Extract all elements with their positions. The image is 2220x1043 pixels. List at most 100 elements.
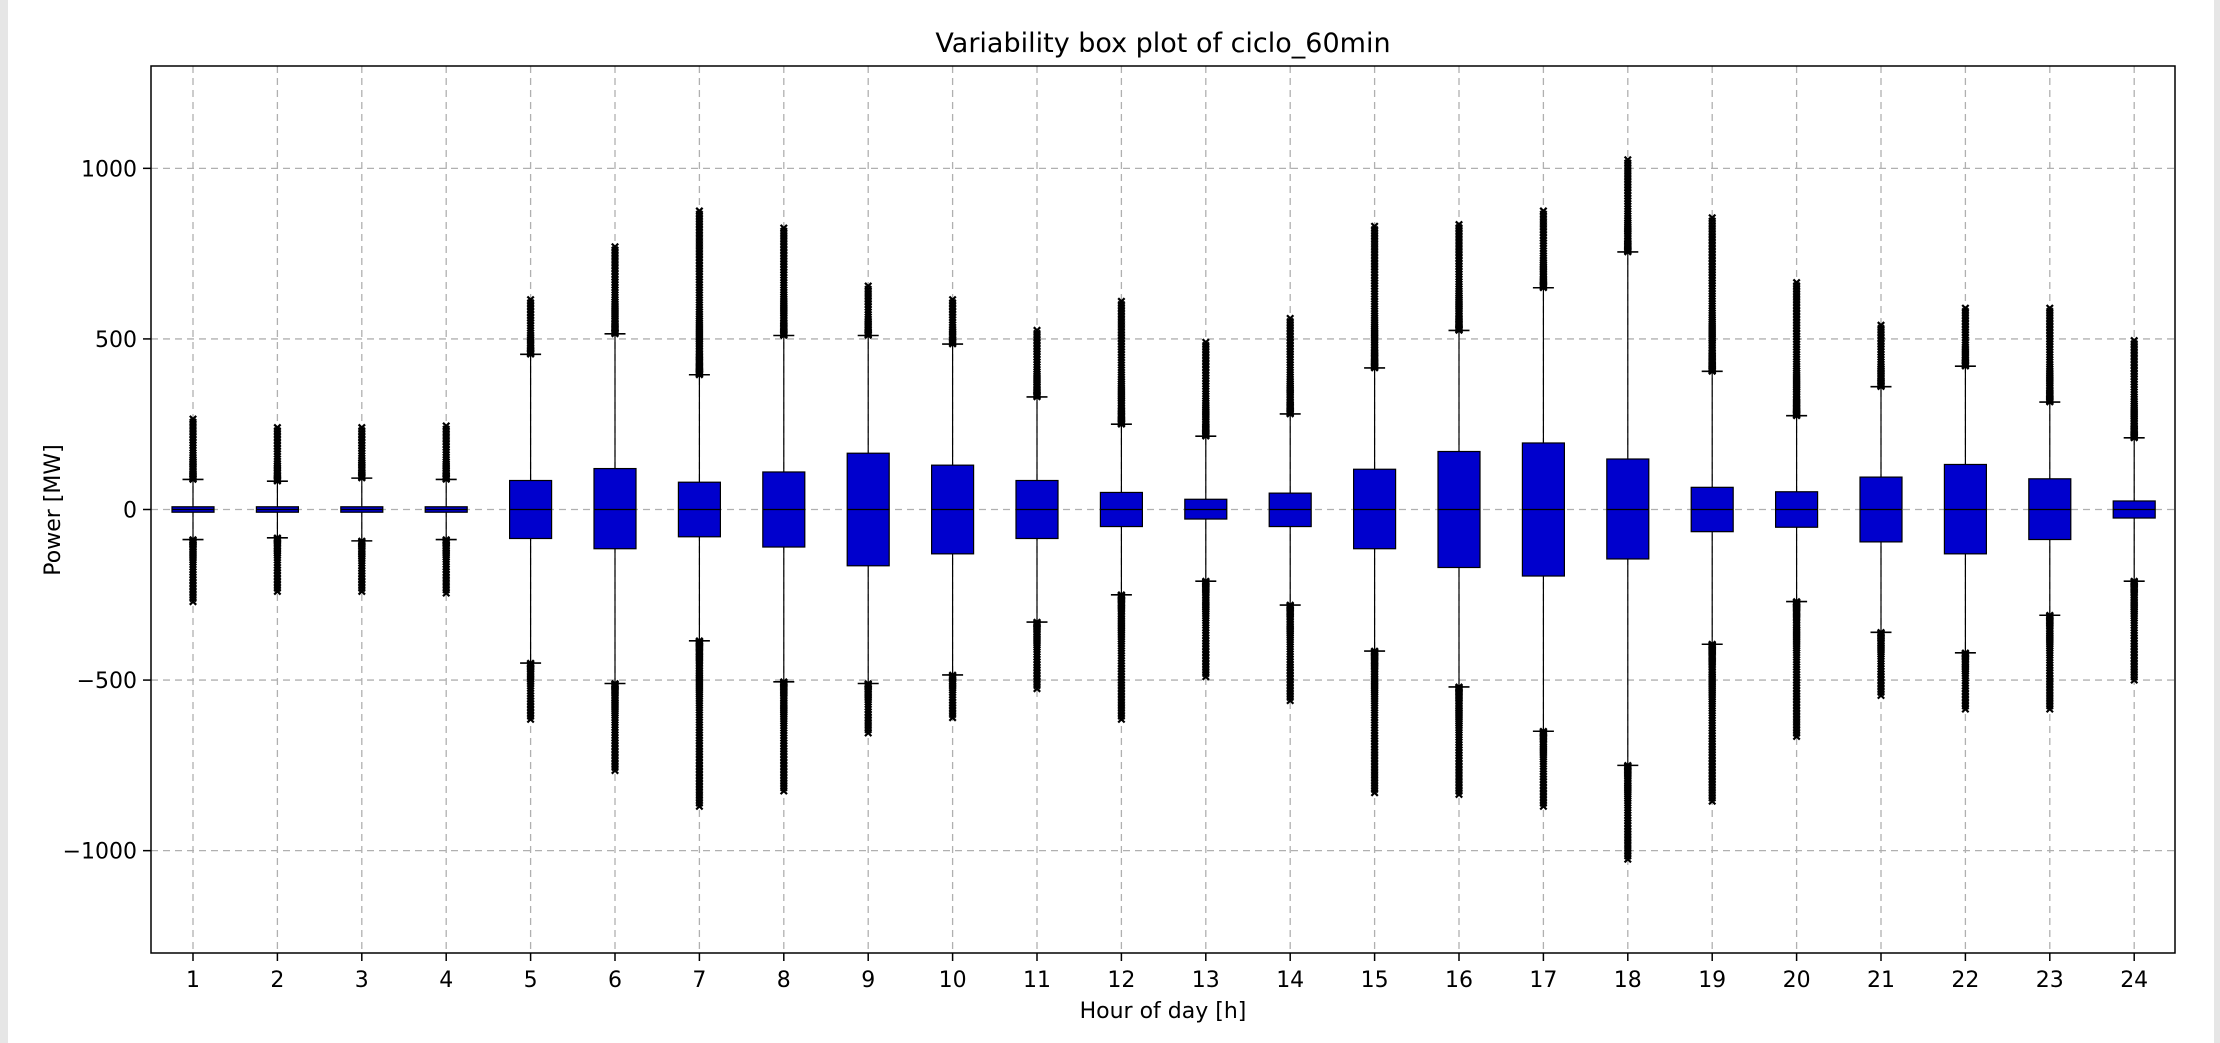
- flier-marker: [357, 587, 366, 596]
- flier-marker: [357, 423, 366, 432]
- box-hour-13: [1184, 338, 1228, 681]
- flier-marker: [1877, 321, 1885, 330]
- flier-marker: [2130, 676, 2139, 685]
- x-tick-label: 10: [939, 968, 967, 993]
- box-hour-2: [255, 423, 299, 596]
- flier-marker: [1623, 155, 1632, 164]
- y-tick-label: −500: [77, 669, 137, 694]
- x-tick-label: 4: [439, 968, 453, 993]
- flier-marker: [1201, 672, 1210, 681]
- x-tick-label: 9: [861, 968, 875, 993]
- flier-marker: [273, 587, 282, 596]
- box-hour-14: [1268, 314, 1312, 705]
- flier-marker: [2045, 304, 2054, 313]
- box-hour-12: [1099, 297, 1144, 724]
- flier-marker: [1370, 222, 1379, 231]
- x-tick-label: 8: [777, 968, 791, 993]
- x-tick-label: 6: [608, 968, 622, 993]
- flier-marker: [442, 589, 451, 598]
- x-tick-label: 13: [1192, 968, 1220, 993]
- box-hour-19: [1690, 213, 1734, 806]
- box-hour-20: [1774, 278, 1819, 741]
- flier-marker: [1623, 855, 1632, 864]
- box-hour-23: [2028, 304, 2072, 714]
- flier-marker: [1455, 220, 1463, 229]
- x-tick-label: 19: [1698, 968, 1726, 993]
- box-hour-18: [1606, 155, 1650, 864]
- flier-marker: [526, 295, 535, 304]
- grid: [151, 66, 2175, 953]
- flier-marker: [611, 766, 619, 775]
- box-hour-11: [1015, 326, 1059, 693]
- flier-marker: [526, 715, 535, 724]
- flier-marker: [2130, 336, 2139, 345]
- flier-marker: [1033, 326, 1041, 335]
- box-hour-7: [677, 207, 722, 811]
- x-tick-label: 22: [1951, 968, 1979, 993]
- box-hour-4: [424, 421, 468, 598]
- flier-marker: [1708, 213, 1717, 222]
- box-hour-6: [593, 242, 637, 775]
- x-axis-label: Hour of day [h]: [1080, 999, 1247, 1024]
- box-hour-3: [340, 423, 384, 596]
- chart-title: Variability box plot of ciclo_60min: [935, 28, 1390, 59]
- flier-marker: [695, 802, 704, 811]
- box-hour-21: [1859, 321, 1903, 700]
- flier-marker: [864, 728, 873, 737]
- y-tick-label: −1000: [63, 840, 137, 865]
- y-tick-label: 500: [95, 328, 137, 353]
- flier-marker: [948, 713, 957, 722]
- x-tick-label: 3: [355, 968, 369, 993]
- flier-marker: [779, 786, 788, 795]
- flier-marker: [948, 295, 957, 304]
- flier-marker: [1286, 696, 1295, 705]
- flier-marker: [1117, 297, 1126, 306]
- box-hour-22: [1943, 304, 1988, 714]
- box-hour-1: [171, 415, 215, 606]
- flier-marker: [1370, 788, 1379, 797]
- box-hour-17: [1521, 207, 1566, 811]
- box-hour-16: [1437, 220, 1481, 799]
- flier-marker: [779, 224, 788, 233]
- flier-marker: [864, 282, 873, 291]
- flier-marker: [1708, 797, 1717, 806]
- x-tick-label: 5: [524, 968, 538, 993]
- flier-marker: [1792, 732, 1801, 741]
- boxes: [171, 155, 2156, 864]
- flier-marker: [1033, 684, 1041, 693]
- x-tick-label: 21: [1867, 968, 1895, 993]
- x-tick-label: 23: [2036, 968, 2064, 993]
- flier-marker: [189, 415, 197, 424]
- y-axis-label: Power [MW]: [41, 444, 66, 575]
- flier-marker: [273, 423, 282, 432]
- x-tick-label: 12: [1107, 968, 1135, 993]
- iqr-box: [593, 467, 637, 550]
- y-tick-label: 1000: [81, 157, 137, 182]
- x-tick-label: 17: [1529, 968, 1557, 993]
- plot-frame: [150, 65, 2176, 954]
- x-tick-label: 11: [1023, 968, 1051, 993]
- x-tick-label: 15: [1361, 968, 1389, 993]
- x-tick-label: 24: [2120, 968, 2148, 993]
- flier-marker: [1286, 314, 1295, 323]
- flier-marker: [2045, 705, 2054, 714]
- flier-marker: [1961, 705, 1970, 714]
- flier-marker: [442, 421, 451, 430]
- flier-marker: [1117, 715, 1126, 724]
- flier-marker: [695, 207, 704, 215]
- x-tick-label: 1: [186, 968, 200, 993]
- x-tick-label: 14: [1276, 968, 1304, 993]
- figure: Variability box plot of ciclo_60min Hour…: [8, 0, 2214, 1043]
- flier-marker: [1201, 338, 1210, 347]
- flier-marker: [1539, 802, 1548, 811]
- flier-marker: [189, 597, 197, 606]
- flier-marker: [611, 242, 619, 251]
- box-hour-8: [762, 224, 806, 795]
- y-tick-label: 0: [123, 499, 137, 524]
- box-hour-5: [509, 295, 553, 724]
- box-plot-chart: Variability box plot of ciclo_60min Hour…: [41, 28, 2176, 1024]
- x-tick-label: 18: [1614, 968, 1642, 993]
- flier-marker: [1792, 278, 1801, 287]
- x-tick-label: 20: [1783, 968, 1811, 993]
